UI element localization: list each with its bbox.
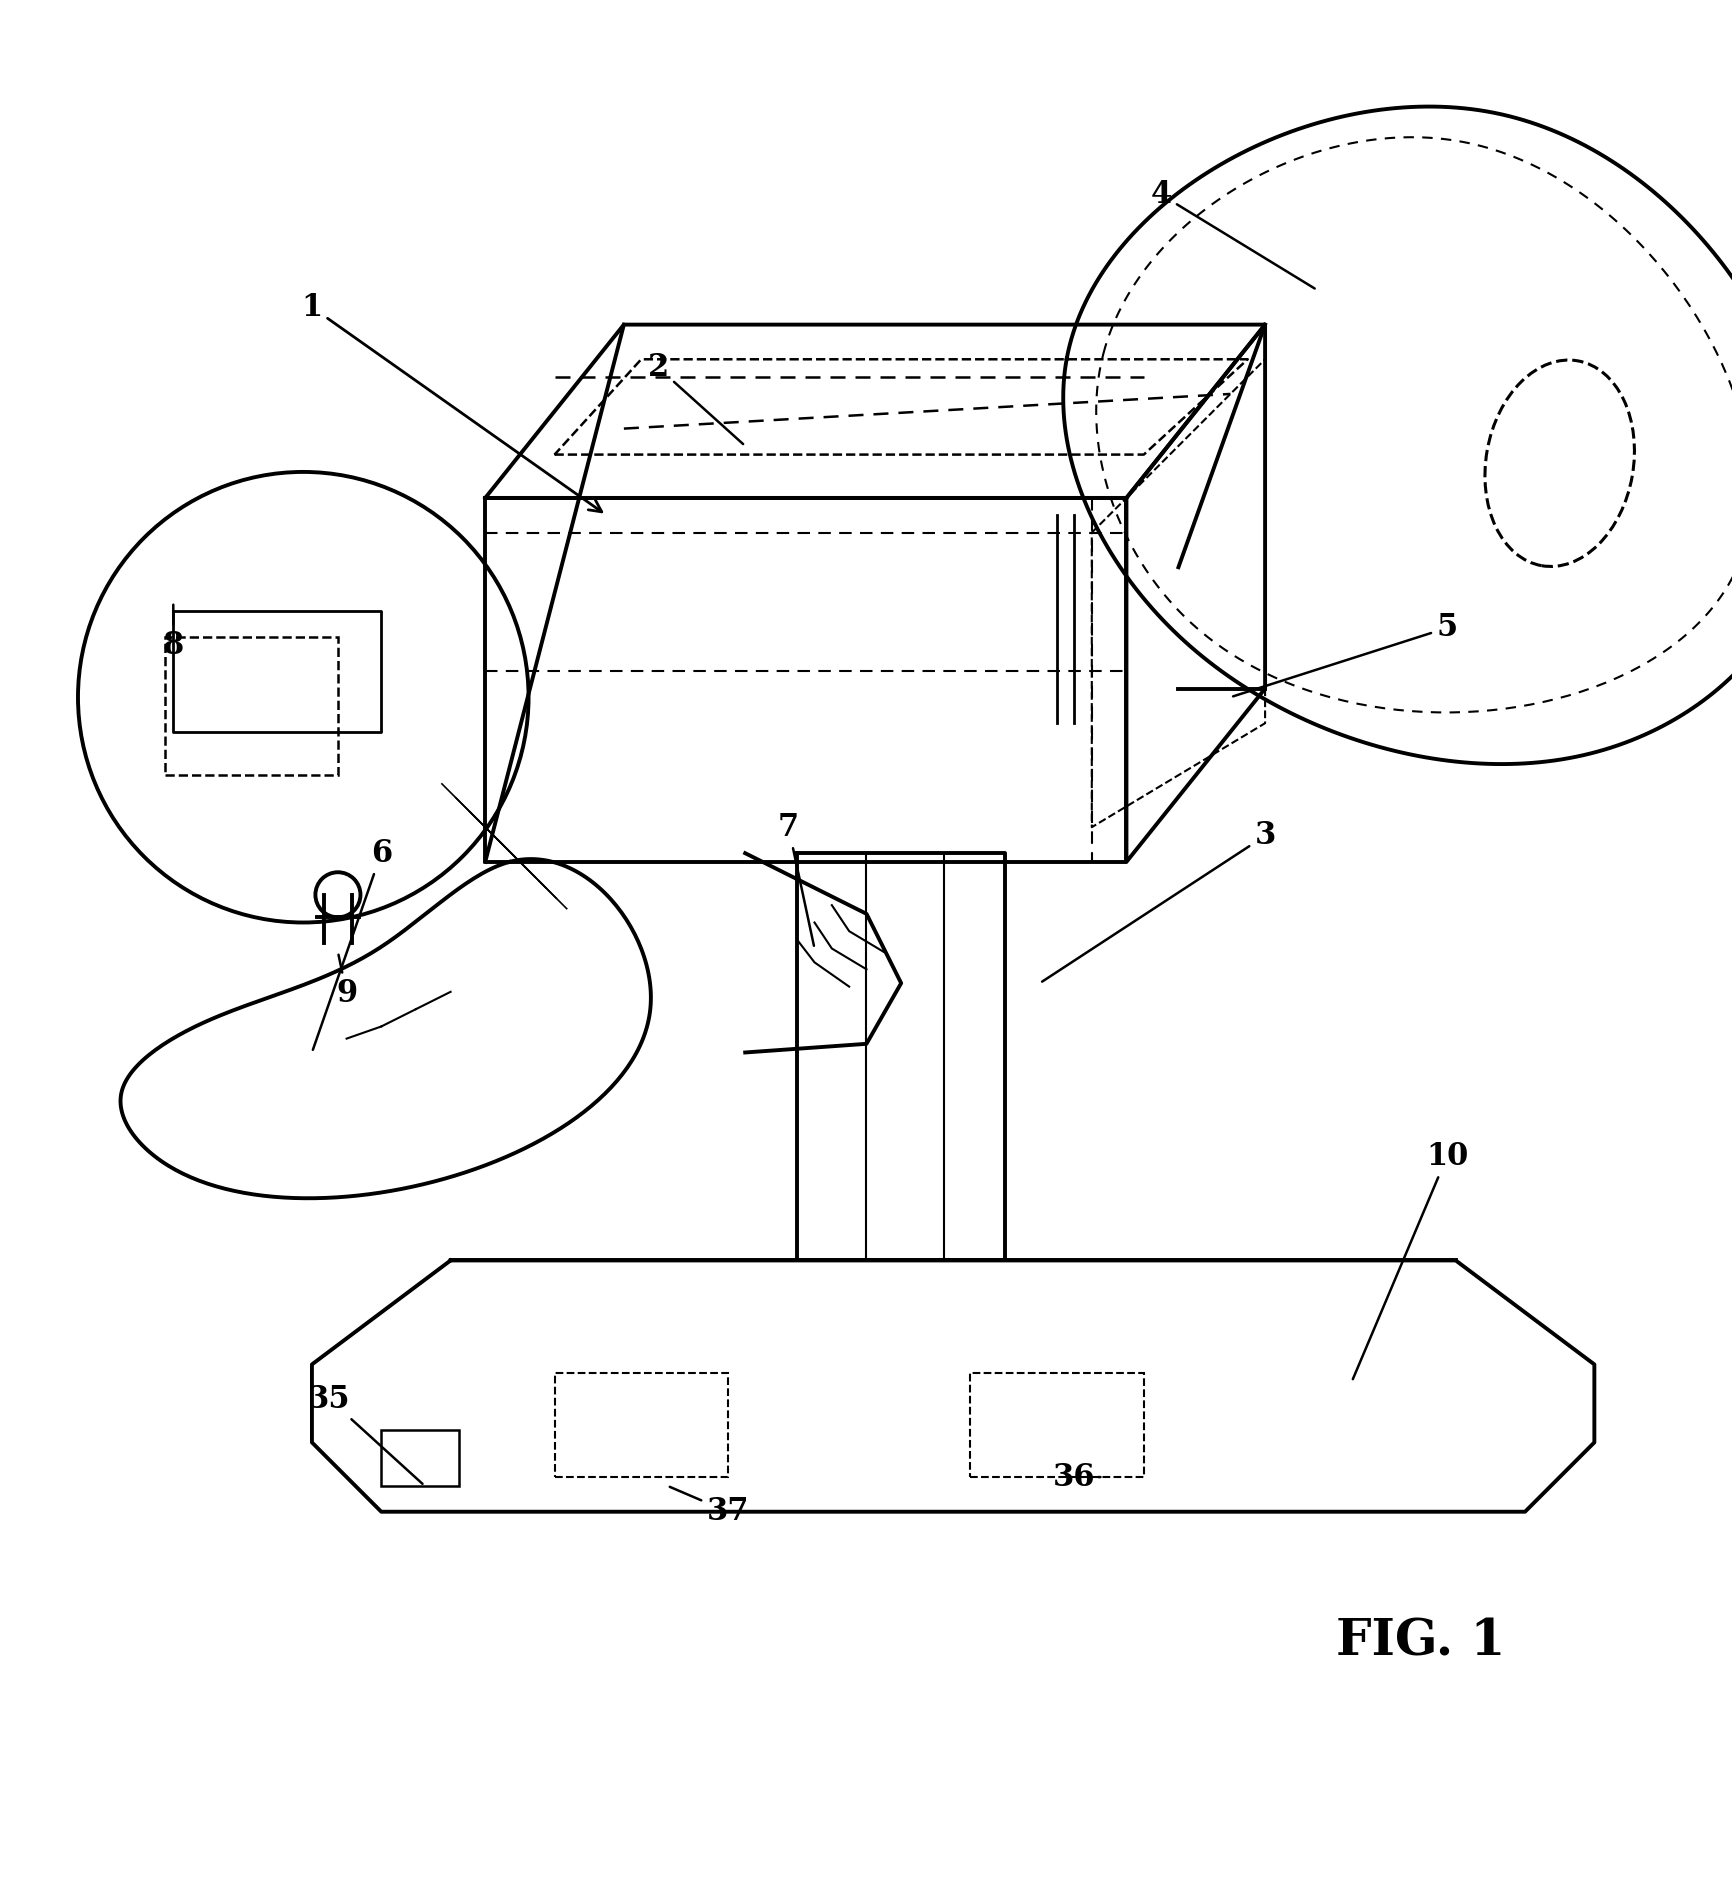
Text: 37: 37 xyxy=(669,1487,748,1527)
Text: 4: 4 xyxy=(1150,178,1315,288)
Text: 2: 2 xyxy=(648,353,743,444)
Bar xyxy=(970,1373,1143,1478)
Text: 6: 6 xyxy=(313,838,391,1049)
Bar xyxy=(381,1430,459,1485)
Text: FIG. 1: FIG. 1 xyxy=(1335,1618,1505,1666)
Text: 36: 36 xyxy=(1053,1461,1100,1493)
Text: 8: 8 xyxy=(163,605,184,660)
Text: 1: 1 xyxy=(301,292,601,512)
Text: 35: 35 xyxy=(308,1383,423,1483)
Text: 5: 5 xyxy=(1233,613,1457,696)
Text: 9: 9 xyxy=(336,954,357,1009)
Text: 10: 10 xyxy=(1353,1140,1467,1379)
Bar xyxy=(554,1373,727,1478)
Text: 3: 3 xyxy=(1041,820,1275,981)
Text: 7: 7 xyxy=(778,812,814,947)
